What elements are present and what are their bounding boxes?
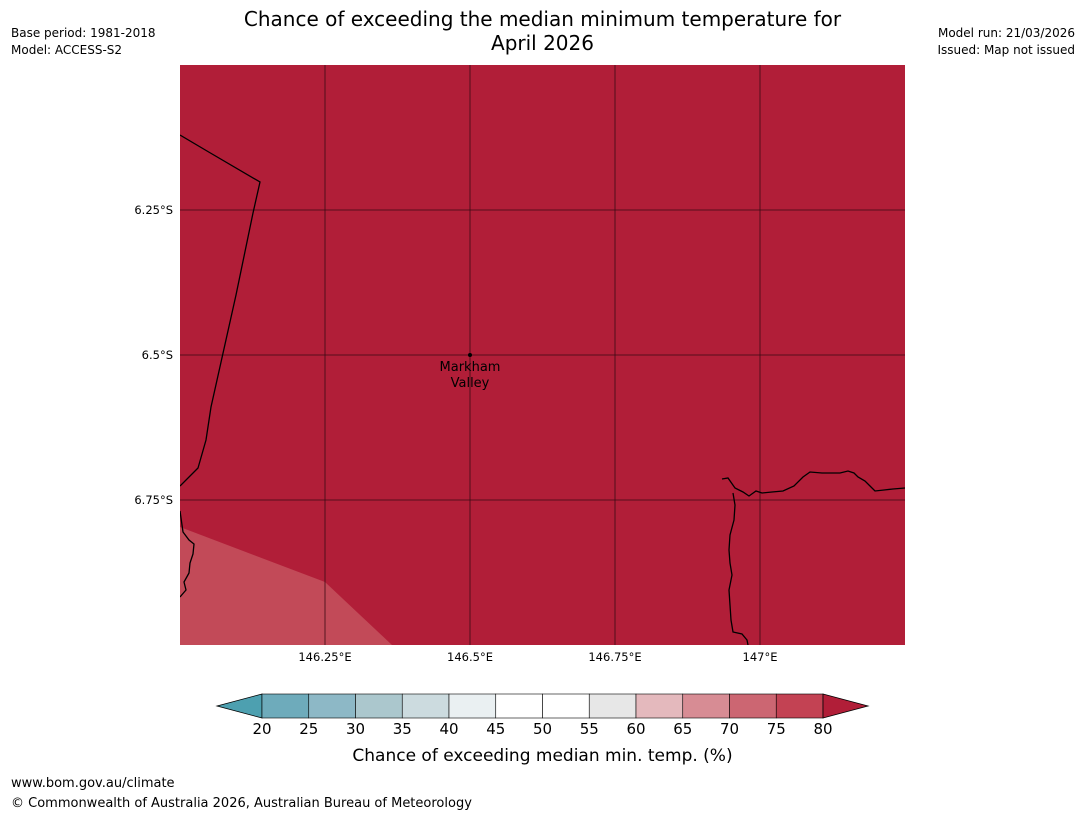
colorbar-tick-65: 65 (673, 720, 693, 738)
colorbar-tick-60: 60 (626, 720, 646, 738)
boundary-lines (180, 134, 905, 645)
lat-label-6-5: 6.5°S (141, 348, 173, 362)
lat-label-6-75: 6.75°S (134, 493, 173, 507)
colorbar-tick-55: 55 (579, 720, 599, 738)
colorbar-segment-35-40 (401, 693, 450, 719)
colorbar-tick-75: 75 (766, 720, 786, 738)
title-line-2: April 2026 (491, 31, 594, 55)
colorbar-segment-70-75 (729, 693, 777, 719)
footer-url[interactable]: www.bom.gov.au/climate (11, 776, 175, 791)
colorbar-tick-70: 70 (719, 720, 740, 738)
place-label-markham-valley[interactable]: Markham Valley (440, 360, 501, 392)
colorbar-segment-25-30 (308, 693, 356, 719)
colorbar-tick-25: 25 (299, 720, 319, 738)
colorbar-segment-75-80 (775, 693, 824, 719)
coastline-east (721, 470, 905, 497)
place-marker[interactable] (468, 353, 472, 357)
lon-label-147: 147°E (742, 650, 778, 664)
colorbar-segment-60-65 (635, 693, 684, 719)
lon-label-146-5: 146.5°E (447, 650, 493, 664)
meta-left: Base period: 1981-2018 Model: ACCESS-S2 (11, 25, 156, 59)
base-period: Base period: 1981-2018 (11, 26, 156, 40)
coastline-southwest (180, 510, 195, 598)
colorbar (215, 693, 870, 719)
model-run: Model run: 21/03/2026 (937, 26, 1075, 40)
map-title: Chance of exceeding the median minimum t… (180, 7, 905, 55)
colorbar-extend-high (822, 693, 870, 719)
place-name-line-1: Markham (439, 360, 501, 375)
colorbar-tick-50: 50 (532, 720, 553, 738)
colorbar-tick-30: 30 (345, 720, 366, 738)
colorbar-tick-45: 45 (486, 720, 506, 738)
colorbar-segment-50-55 (542, 693, 590, 719)
border-line-west (180, 134, 261, 487)
colorbar-tick-40: 40 (439, 720, 459, 738)
issued-status: Issued: Map not issued (937, 43, 1075, 57)
model-name: Model: ACCESS-S2 (11, 43, 123, 57)
colorbar-tick-35: 35 (392, 720, 412, 738)
graticule (180, 65, 905, 645)
lon-label-146-25: 146.25°E (298, 650, 352, 664)
colorbar-tick-80: 80 (813, 720, 833, 738)
colorbar-segment-55-60 (588, 693, 637, 719)
colorbar-segment-30-35 (355, 693, 403, 719)
colorbar-segment-40-45 (448, 693, 497, 719)
colorbar-segment-45-50 (495, 693, 543, 719)
title-line-1: Chance of exceeding the median minimum t… (243, 7, 842, 31)
colorbar-segment-65-70 (682, 693, 730, 719)
footer-copyright: © Commonwealth of Australia 2026, Austra… (11, 796, 472, 811)
lat-label-6-25: 6.25°S (134, 203, 173, 217)
lower-probability-region (180, 527, 392, 645)
lon-label-146-75: 146.75°E (588, 650, 642, 664)
place-name-line-2: Valley (450, 376, 490, 391)
colorbar-extend-low (215, 693, 263, 719)
river-line (728, 492, 749, 645)
forecast-map[interactable] (180, 65, 905, 645)
meta-right: Model run: 21/03/2026 Issued: Map not is… (937, 25, 1075, 59)
colorbar-segment-20-25 (261, 693, 310, 719)
colorbar-label: Chance of exceeding median min. temp. (%… (352, 746, 733, 766)
colorbar-tick-20: 20 (252, 720, 272, 738)
